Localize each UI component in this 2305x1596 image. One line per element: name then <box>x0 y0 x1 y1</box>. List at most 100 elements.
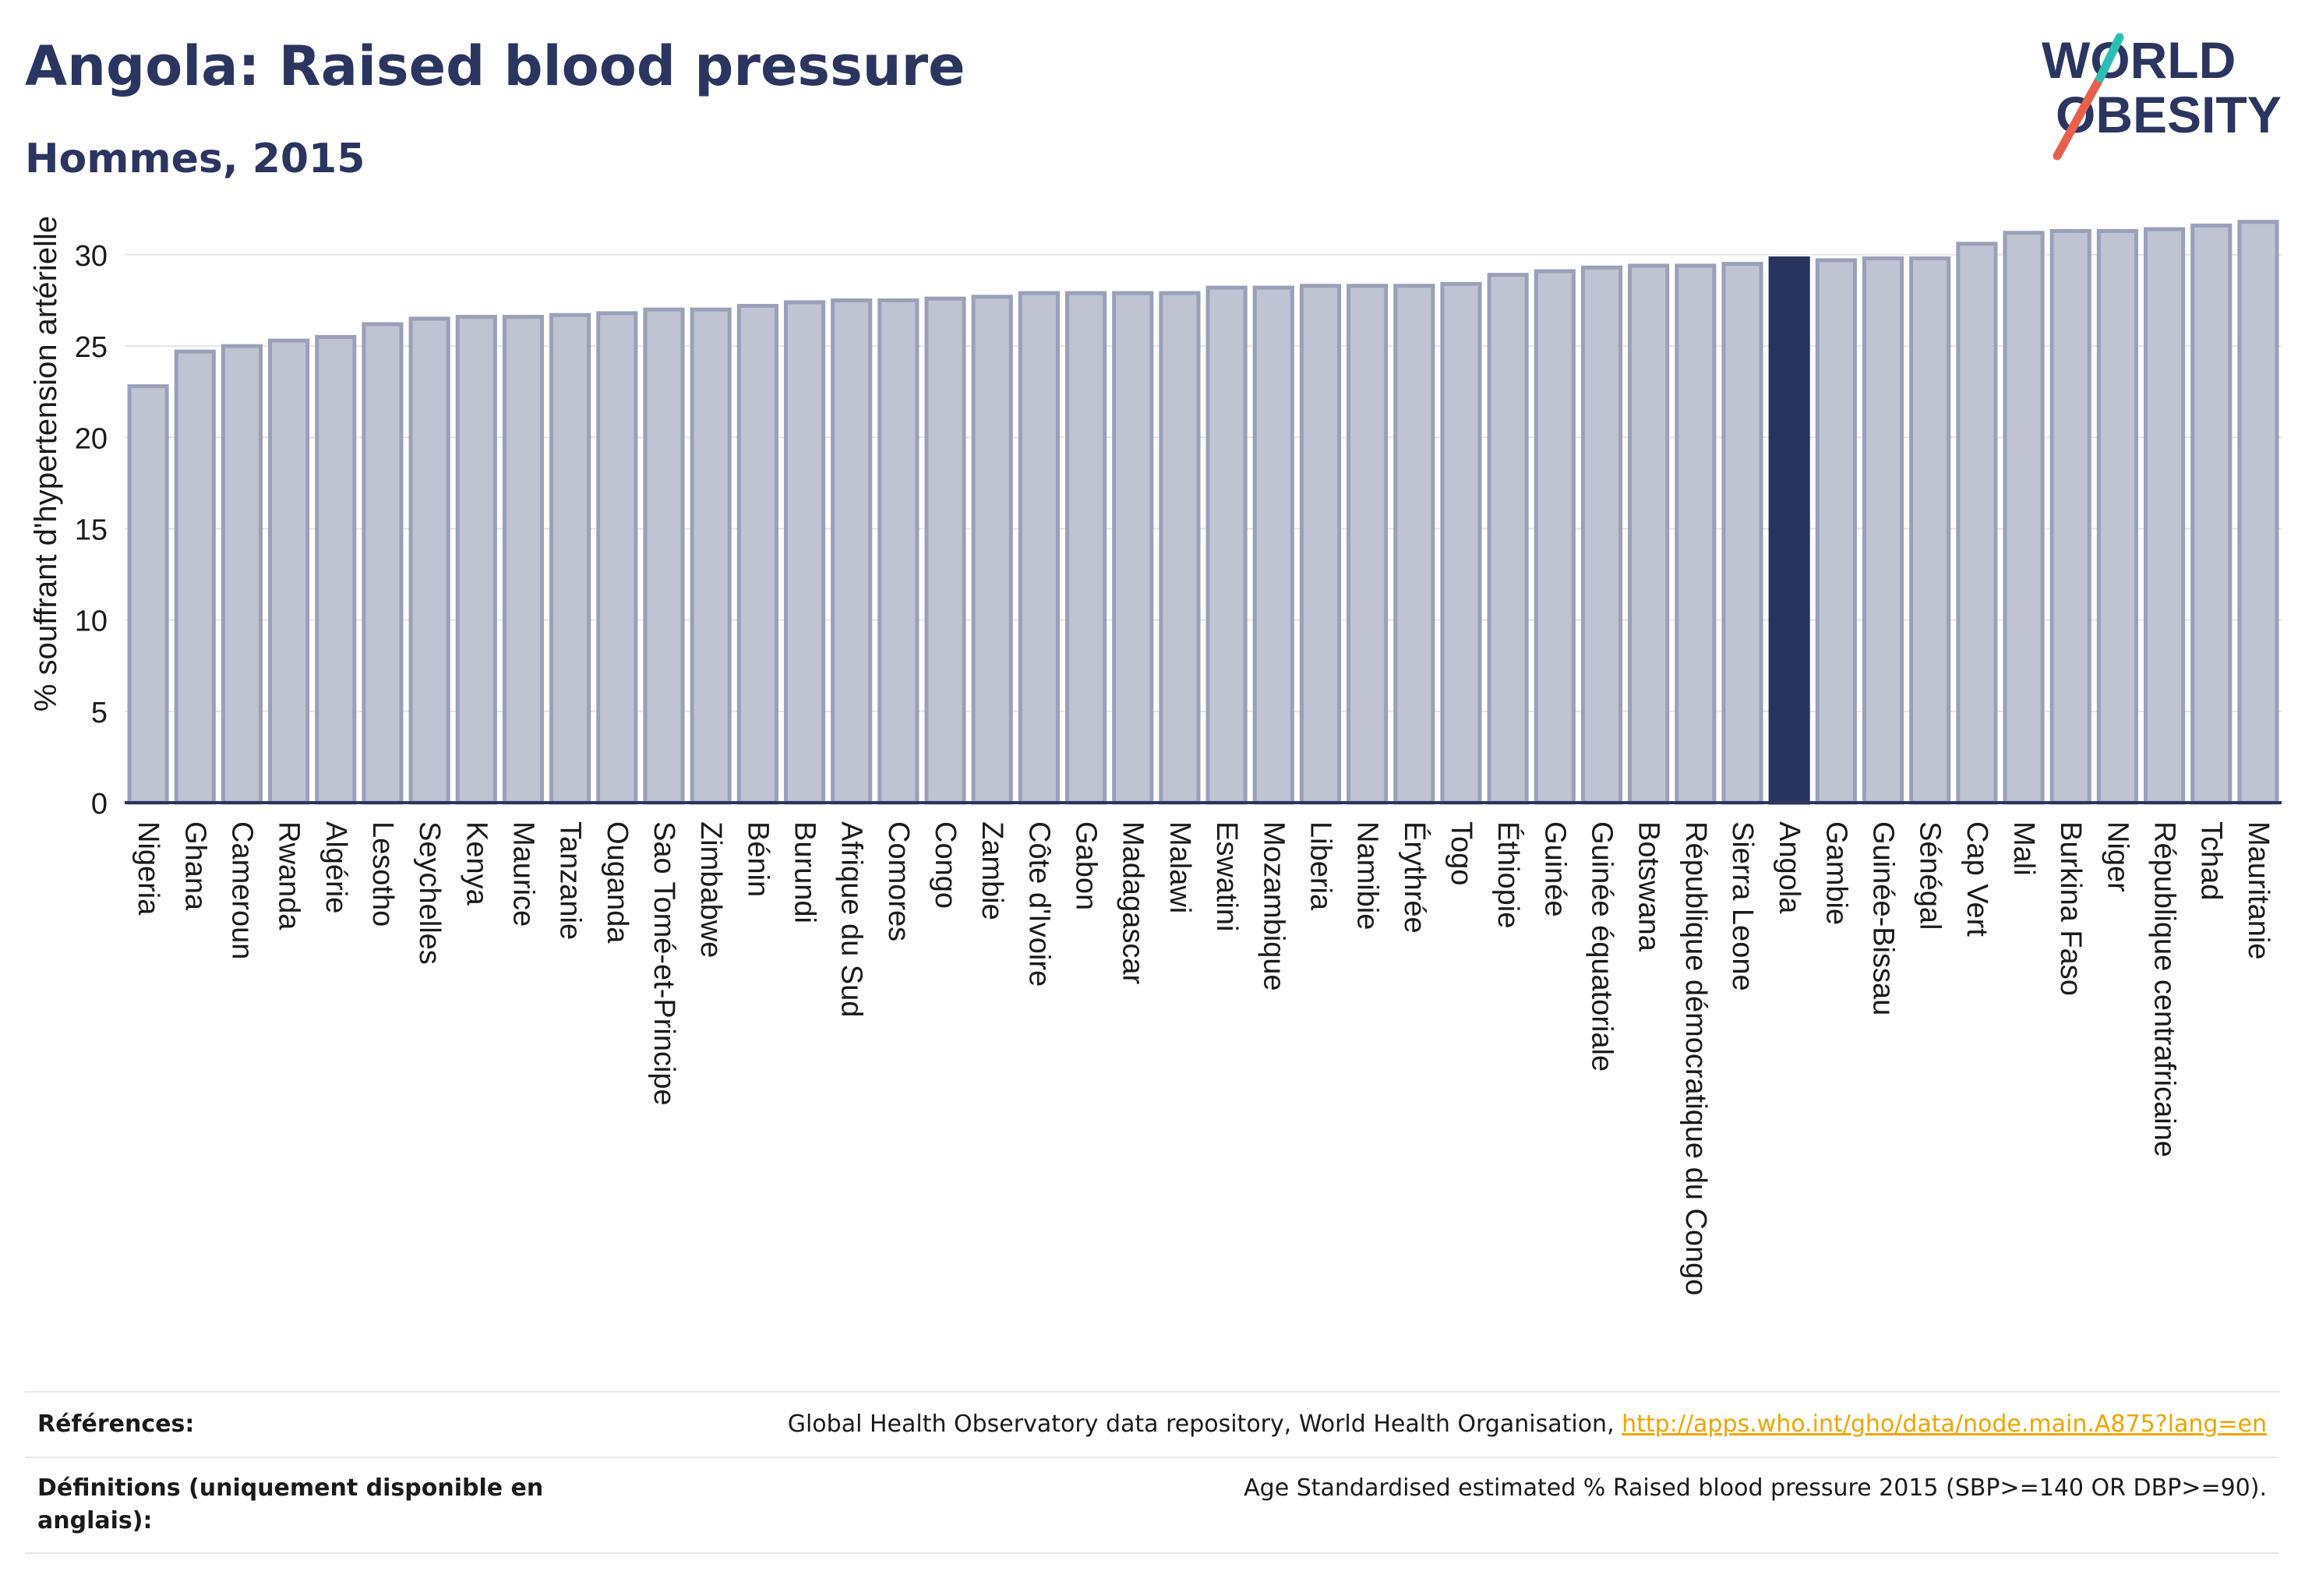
x-tick-label: Ouganda <box>601 821 634 944</box>
bar-gambie <box>1815 258 1857 805</box>
bar-s-n-gal <box>1909 256 1951 805</box>
chart-subtitle: Hommes, 2015 <box>25 136 365 182</box>
references-row: Références: Global Health Observatory da… <box>25 1391 2279 1457</box>
y-tick-label: 5 <box>91 697 108 729</box>
bar-ghana <box>174 349 216 805</box>
x-tick-label: Guinée-Bissau <box>1867 821 1900 1015</box>
x-tick-label: Sao Tomé-et-Principe <box>648 821 680 1106</box>
x-tick-label: Éthiopie <box>1491 821 1525 928</box>
references-label: Références: <box>37 1411 195 1438</box>
x-tick-label: Guinée équatoriale <box>1585 821 1618 1072</box>
definitions-label: Définitions (uniquement disponible en an… <box>37 1474 544 1534</box>
bar-rwanda <box>268 338 310 805</box>
x-tick-label: Lesotho <box>366 821 399 927</box>
bar-angola <box>1768 256 1810 805</box>
bar-seychelles <box>408 316 450 805</box>
bar-sierra-leone <box>1721 262 1763 805</box>
bar-zimbabwe <box>690 307 732 805</box>
bar-mali <box>2003 231 2045 805</box>
chart-title: Angola: Raised blood pressure <box>25 34 965 98</box>
bar-madagascar <box>1112 291 1154 805</box>
x-tick-label: Tchad <box>2195 821 2228 900</box>
bar-ouganda <box>596 311 638 805</box>
bar-burkina-faso <box>2049 228 2091 805</box>
x-tick-label: Botswana <box>1633 821 1665 952</box>
logo-slash-red <box>2053 73 2105 161</box>
bars <box>127 220 2279 805</box>
bar-cameroun <box>221 344 263 805</box>
bar-b-nin <box>736 304 778 805</box>
x-tick-label: Cap Vert <box>1961 821 1993 937</box>
x-tick-label: Mali <box>2007 821 2040 876</box>
bar-guin-e-quatoriale <box>1580 265 1623 805</box>
x-tick-label: Côte d'Ivoire <box>1022 821 1055 987</box>
x-tick-label: Cameroun <box>225 821 258 959</box>
x-tick-label: Sénégal <box>1914 821 1947 930</box>
bar-cap-vert <box>1956 242 1998 805</box>
x-tick-label: Comores <box>882 821 915 941</box>
references-text: Global Health Observatory data repositor… <box>787 1411 1622 1438</box>
bar-niger <box>2096 228 2138 805</box>
x-tick-label: Angola <box>1773 821 1806 914</box>
x-tick-label: Ghana <box>178 821 211 911</box>
bar-burundi <box>783 300 826 805</box>
world-obesity-logo: WORLD OBESITY <box>2042 31 2282 161</box>
bar-guin-e-bissau <box>1862 256 1904 805</box>
bar-zambie <box>971 295 1013 805</box>
bar-r-publique-centrafricaine <box>2143 227 2186 805</box>
references-link[interactable]: http://apps.who.int/gho/data/node.main.A… <box>1622 1411 2267 1438</box>
logo-line-1: WORLD <box>2042 31 2236 89</box>
x-tick-label: Congo <box>929 821 962 909</box>
bar-malawi <box>1159 291 1201 805</box>
bar-namibie <box>1347 284 1389 805</box>
x-tick-label: Afrique du Sud <box>835 821 868 1017</box>
bar--thiopie <box>1487 273 1529 805</box>
x-tick-label: Seychelles <box>413 821 446 965</box>
bar-lesotho <box>362 322 404 805</box>
y-axis-title: % souffrant d'hypertension artérielle <box>29 216 63 711</box>
x-tick-label: Rwanda <box>273 821 305 930</box>
x-tick-label: Niger <box>2101 821 2134 892</box>
bar-togo <box>1440 281 1482 805</box>
x-tick-label: Algérie <box>319 821 352 913</box>
bar-mozambique <box>1252 285 1294 805</box>
bar-maurice <box>502 315 545 805</box>
x-tick-label: Burundi <box>789 821 821 923</box>
y-tick-label: 10 <box>75 606 108 638</box>
bar-kenya <box>455 315 497 805</box>
x-tick-label: Togo <box>1445 821 1477 885</box>
x-tick-label: Liberia <box>1304 821 1336 911</box>
x-tick-label: Nigeria <box>132 821 164 916</box>
x-tick-label: Kenya <box>460 821 492 906</box>
bar-afrique-du-sud <box>831 298 873 805</box>
x-tick-label: Guinée <box>1538 821 1571 917</box>
bar-liberia <box>1299 284 1342 805</box>
x-tick-label: Mozambique <box>1257 821 1290 991</box>
x-tick-label: Tanzanie <box>554 821 587 940</box>
x-tick-label: Gabon <box>1070 821 1103 910</box>
y-tick-label: 30 <box>75 240 108 273</box>
x-tick-label: Namibie <box>1351 821 1384 930</box>
references-value: Global Health Observatory data repositor… <box>788 1408 2267 1441</box>
x-tick-label: Bénin <box>741 821 774 897</box>
bar-r-publique-d-mocratique-du-congo <box>1675 263 1717 805</box>
bar-botswana <box>1628 263 1670 805</box>
bar-alg-rie <box>315 334 357 805</box>
x-tick-label: Zimbabwe <box>694 821 727 958</box>
bar-sao-tom-et-principe <box>643 307 685 805</box>
bar-chart: 0 5 10 15 20 25 30 Nigeria Ghana Cameroun Rwanda A… <box>29 216 2282 1295</box>
bar-congo <box>924 296 966 805</box>
x-tick-label: Burkina Faso <box>2054 821 2087 996</box>
bar-tchad <box>2190 223 2233 805</box>
x-tick-label: République centrafricaine <box>2148 821 2181 1157</box>
x-tick-label: Sierra Leone <box>1726 821 1759 991</box>
x-tick-label: Eswatini <box>1210 821 1243 932</box>
x-tick-labels: Nigeria Ghana Cameroun Rwanda Algérie Lesotho… <box>132 821 2275 1295</box>
bar-tanzanie <box>549 312 591 805</box>
y-tick-label: 15 <box>75 514 108 546</box>
x-tick-label: Érythrée <box>1398 821 1431 934</box>
y-tick-label: 25 <box>75 331 108 364</box>
x-tick-label: Zambie <box>976 821 1008 920</box>
x-tick-label: Maurice <box>507 821 539 927</box>
footer: Références: Global Health Observatory da… <box>25 1391 2279 1554</box>
